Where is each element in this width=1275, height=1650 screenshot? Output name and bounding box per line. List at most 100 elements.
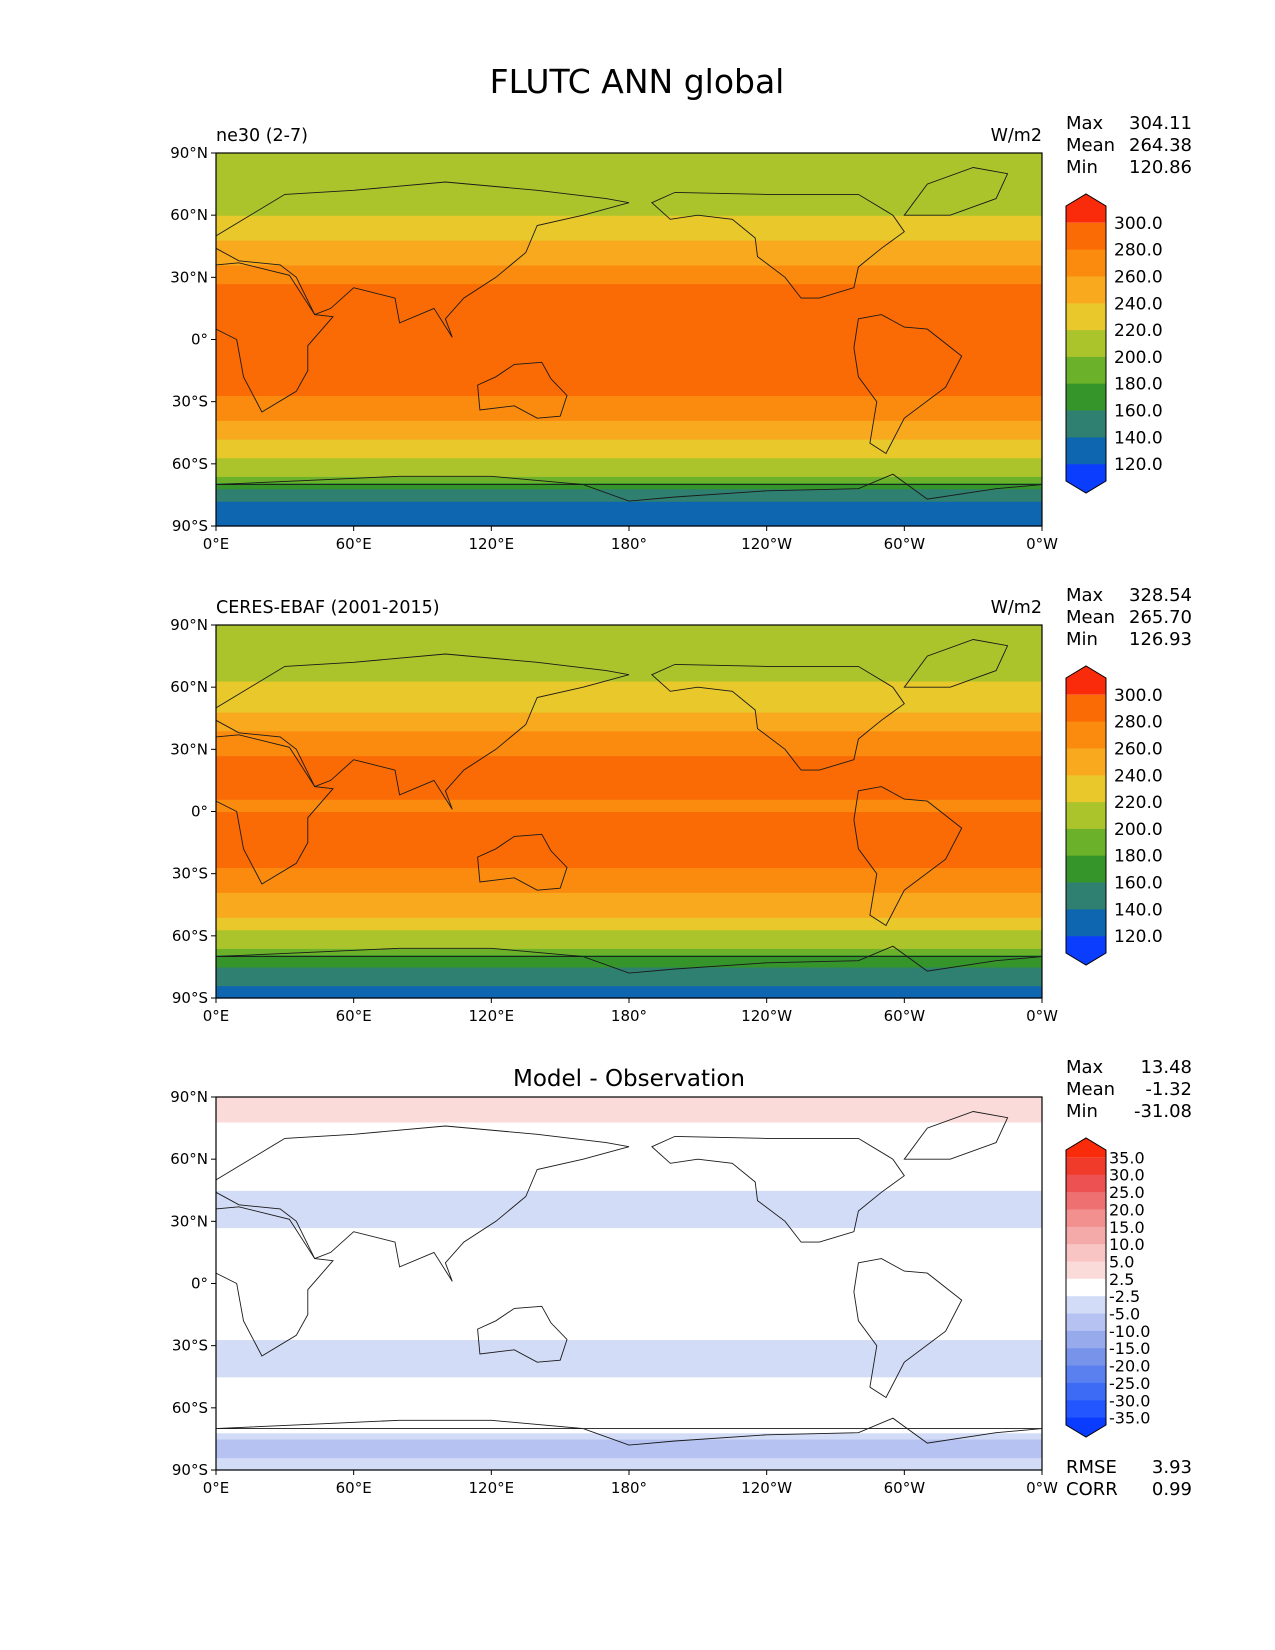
coastline-path <box>215 1125 630 1282</box>
y-tick-label: 0° <box>191 1275 208 1293</box>
map-band <box>216 1221 1042 1229</box>
colorbar-segment <box>1066 303 1106 331</box>
map-band <box>216 1289 1042 1297</box>
map-band <box>216 339 1042 347</box>
map-band <box>216 656 1042 663</box>
map-band <box>216 358 1042 365</box>
panel-model: ne30 (2-7) W/m2 0°E 60°E 120°E 180° 120°W 60°W 0… <box>170 113 1192 553</box>
map-band <box>216 463 1042 471</box>
coastlines <box>215 167 1043 502</box>
colorbar-segment <box>1066 1348 1106 1366</box>
map-band <box>216 687 1042 694</box>
coastline-path <box>903 639 1009 688</box>
map-band <box>216 1227 1042 1235</box>
x-tick-label: 0°E <box>203 535 230 553</box>
map-band <box>216 376 1042 384</box>
map-band <box>216 1103 1042 1111</box>
x-tick-label: 60°W <box>884 1479 926 1497</box>
map-band <box>216 954 1042 962</box>
map-band <box>216 202 1042 210</box>
map-band <box>216 364 1042 372</box>
map-band <box>216 295 1042 303</box>
map-band <box>216 942 1042 949</box>
map-band <box>216 1277 1042 1285</box>
coastline-path <box>215 653 630 810</box>
map-band <box>216 482 1042 490</box>
map-band <box>216 1432 1042 1440</box>
colorbar-tick-label: 220.0 <box>1114 321 1163 341</box>
map-band <box>216 271 1042 278</box>
colorbar-tick-label: -20.0 <box>1109 1357 1150 1376</box>
y-tick-label: 0° <box>191 331 208 349</box>
map-band <box>216 501 1042 508</box>
map-band <box>216 1358 1042 1365</box>
map-band <box>216 494 1042 502</box>
colorbar-segment <box>1066 748 1106 776</box>
y-tick-label: 90°N <box>170 616 208 634</box>
map-band <box>216 1395 1042 1403</box>
y-tick-label: 60°N <box>170 678 208 696</box>
map-band <box>216 755 1042 763</box>
map-band <box>216 289 1042 297</box>
y-tick-label: 30°S <box>172 393 208 411</box>
map-band <box>216 395 1042 403</box>
map-band <box>216 1246 1042 1254</box>
colorbar-tick-label: 30.0 <box>1109 1166 1145 1185</box>
map-band <box>216 935 1042 943</box>
stat-value: 120.86 <box>1129 157 1192 178</box>
map-band <box>216 749 1042 757</box>
map-band <box>216 240 1042 247</box>
map-band <box>216 817 1042 825</box>
coastline-path <box>651 663 905 771</box>
map-band <box>216 1333 1042 1341</box>
map-field <box>216 153 1042 527</box>
colorbar-segment <box>1066 410 1106 438</box>
map-band <box>216 1438 1042 1446</box>
stat-label: Max <box>1066 113 1104 134</box>
colorbar: 35.030.025.020.015.010.05.02.5-2.5-5.0-1… <box>1065 1137 1150 1438</box>
map-band <box>216 780 1042 788</box>
coastline-path <box>853 314 963 455</box>
colorbar-segment <box>1066 222 1106 250</box>
stat-value: 265.70 <box>1129 607 1192 628</box>
map-band <box>216 805 1042 813</box>
map-band <box>216 351 1042 359</box>
colorbar-segment <box>1066 1296 1106 1314</box>
map-band <box>216 1196 1042 1204</box>
colorbar-segment <box>1066 855 1106 883</box>
colorbar-segment <box>1066 1157 1106 1176</box>
map-band <box>216 177 1042 185</box>
map-band <box>216 1165 1042 1173</box>
map-band <box>216 233 1042 241</box>
map-band <box>216 662 1042 670</box>
colorbar-tick-label: 120.0 <box>1114 927 1163 947</box>
map-band <box>216 855 1042 862</box>
map-band <box>216 736 1042 744</box>
map-band <box>216 370 1042 378</box>
map-band <box>216 1389 1042 1396</box>
metric-value: 0.99 <box>1152 1479 1192 1500</box>
colorbar-tick-label: 300.0 <box>1114 214 1163 234</box>
colorbar-segment <box>1066 882 1106 910</box>
map-band <box>216 426 1042 434</box>
colorbar-tick-label: 260.0 <box>1114 267 1163 287</box>
map-band <box>216 979 1042 987</box>
map-band <box>216 277 1042 285</box>
panel-center-title: Model - Observation <box>513 1066 745 1092</box>
colorbar-tick-label: 180.0 <box>1114 847 1163 867</box>
map-band <box>216 929 1042 937</box>
map-band <box>216 227 1042 235</box>
map-band <box>216 637 1042 645</box>
colorbar-tick-label: -15.0 <box>1109 1339 1150 1358</box>
map-band <box>216 966 1042 974</box>
colorbar-segment <box>1066 936 1106 965</box>
colorbar-segment <box>1066 276 1106 304</box>
map-band <box>216 1233 1042 1241</box>
x-tick-label: 0°W <box>1026 1007 1058 1025</box>
colorbar-segment <box>1066 437 1106 465</box>
map-band <box>216 1190 1042 1198</box>
map-band <box>216 445 1042 452</box>
colorbar-tick-label: -35.0 <box>1109 1409 1150 1428</box>
colorbar-segment <box>1066 1313 1106 1332</box>
x-tick-label: 180° <box>611 1007 647 1025</box>
